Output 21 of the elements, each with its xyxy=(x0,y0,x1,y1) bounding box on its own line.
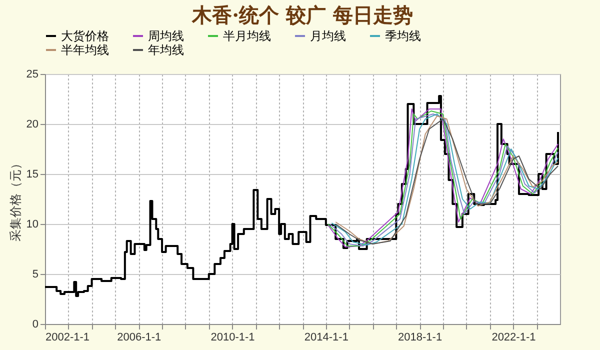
y-tick-label: 15 xyxy=(26,168,38,180)
y-tick-label: 5 xyxy=(32,268,38,280)
y-tick-label: 10 xyxy=(26,218,38,230)
x-tick-label: 2022-1-1 xyxy=(492,332,536,344)
y-tick-label: 20 xyxy=(26,118,38,130)
legend-label: 年均线 xyxy=(148,43,184,57)
y-tick-label: 25 xyxy=(26,68,38,80)
x-tick-label: 2010-1-1 xyxy=(210,332,255,344)
legend-label: 周均线 xyxy=(148,29,184,43)
legend-label: 半月均线 xyxy=(223,29,271,43)
legend-label: 大货价格 xyxy=(61,29,109,43)
y-tick-label: 0 xyxy=(32,318,38,330)
x-tick-label: 2006-1-1 xyxy=(117,332,162,344)
x-tick-label: 2018-1-1 xyxy=(398,332,442,344)
x-tick-label: 2002-1-1 xyxy=(46,332,90,344)
legend-label: 季均线 xyxy=(385,29,421,43)
legend-label: 月均线 xyxy=(310,29,346,43)
chart-title: 木香·统个 较广 每日走势 xyxy=(191,3,413,27)
x-tick-label: 2014-1-1 xyxy=(304,332,348,344)
legend-label: 半年均线 xyxy=(61,43,109,57)
y-axis-title: 采集价格（元） xyxy=(8,158,22,242)
